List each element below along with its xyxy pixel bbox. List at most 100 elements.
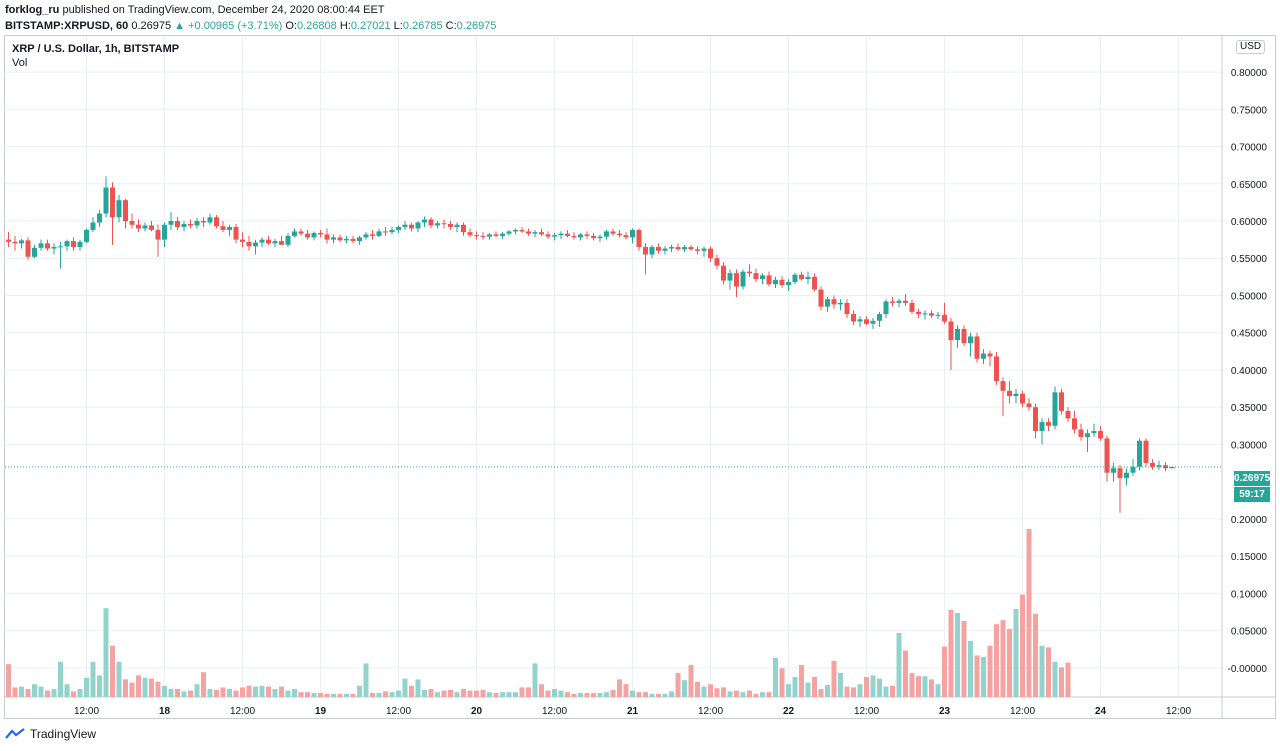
candle-body (591, 235, 596, 239)
candle (51, 243, 57, 255)
candle (370, 229, 375, 240)
y-tick-label: 0.60000 (1231, 217, 1268, 228)
candle-body (1046, 422, 1051, 426)
volume-bar (175, 689, 180, 697)
candle-body (194, 221, 200, 226)
volume-bar (136, 675, 141, 697)
candle (812, 273, 817, 292)
candle (1059, 388, 1064, 415)
candle (324, 228, 330, 244)
volume-bar (760, 692, 765, 697)
volume-bar (318, 693, 323, 697)
candle (597, 234, 603, 242)
candle (305, 229, 310, 240)
volume-bar (708, 684, 713, 697)
candle (974, 332, 980, 363)
volume-bar (162, 685, 167, 697)
candle (909, 299, 915, 315)
chart-frame[interactable] (4, 35, 1276, 719)
volume-bar (97, 675, 102, 697)
candle-body (253, 242, 258, 247)
candle-body (955, 328, 960, 341)
volume-bar (149, 678, 154, 697)
candle-body (994, 356, 999, 382)
candle (994, 352, 999, 385)
candle-body (292, 231, 297, 236)
y-tick-label: 0.75000 (1231, 105, 1268, 116)
y-tick-label: -0.00000 (1228, 664, 1268, 675)
volume-bar (448, 689, 453, 697)
volume-bar (682, 680, 687, 697)
candle-body (526, 231, 531, 234)
x-tick-label: 12:00 (74, 706, 99, 717)
volume-bar (571, 693, 577, 697)
candle (1013, 388, 1019, 404)
candle-body (831, 299, 837, 305)
author-name[interactable]: forklog_ru (5, 4, 60, 16)
volume-bar (714, 688, 720, 697)
volume-bar (487, 692, 492, 697)
candle-body (552, 235, 557, 237)
volume-bar (805, 682, 811, 697)
candle-body (142, 225, 148, 229)
candle-body (1052, 392, 1058, 426)
candle (454, 222, 460, 233)
candle (71, 237, 76, 251)
time-axis: 12:00 18 12:00 19 12:00 20 12:00 21 12:00 22 12:00… (5, 696, 1276, 717)
candle (350, 235, 356, 244)
candle (175, 217, 180, 230)
candle-body (545, 234, 551, 237)
currency-badge[interactable]: USD (1236, 40, 1266, 54)
volume-bar (363, 663, 369, 697)
y-tick-label: 0.40000 (1231, 366, 1268, 377)
volume-bar (12, 687, 18, 697)
candle-body (701, 248, 707, 251)
x-tick-label: 18 (159, 706, 171, 717)
volume-bar (974, 655, 980, 697)
candle (571, 232, 577, 240)
candle (448, 221, 453, 230)
candle (383, 226, 388, 236)
volume-bar (188, 690, 193, 697)
volume-bar (201, 672, 206, 697)
volume-bar (662, 693, 668, 697)
candle (1046, 418, 1051, 432)
candle-body (708, 248, 713, 259)
volume-bar (532, 663, 538, 697)
volume-bar (825, 685, 830, 697)
candle-body (838, 302, 843, 305)
volume-bar (1007, 629, 1012, 697)
candle-body (792, 274, 798, 283)
candle (272, 238, 278, 248)
candle-body (786, 282, 791, 286)
candle-body (656, 247, 661, 251)
candle (162, 222, 167, 248)
candle-body (805, 276, 811, 280)
volume-bar (831, 661, 837, 697)
candle-body (1117, 468, 1123, 478)
volume-bar (1039, 645, 1045, 697)
candle (545, 231, 551, 239)
volume-bar (357, 685, 362, 697)
candle-body (948, 321, 954, 341)
candle-body (448, 223, 453, 227)
volume-bar (331, 693, 336, 697)
candle (864, 316, 869, 326)
candle (1163, 462, 1168, 472)
candle (662, 246, 668, 255)
candle-body (240, 239, 245, 242)
candle (123, 198, 128, 229)
volume-bar (337, 693, 343, 697)
footer[interactable]: TradingView (4, 727, 96, 741)
candle-body (214, 217, 219, 227)
candle-body (532, 232, 538, 234)
candle-body (617, 233, 622, 236)
candle (90, 217, 96, 233)
price-change: ▲ +0.00965 (+3.71%) (174, 20, 283, 32)
candle-body (825, 299, 830, 307)
volume-bar (578, 693, 583, 697)
volume-bar (838, 673, 843, 697)
candle (58, 241, 63, 269)
volume-bar (643, 692, 648, 697)
